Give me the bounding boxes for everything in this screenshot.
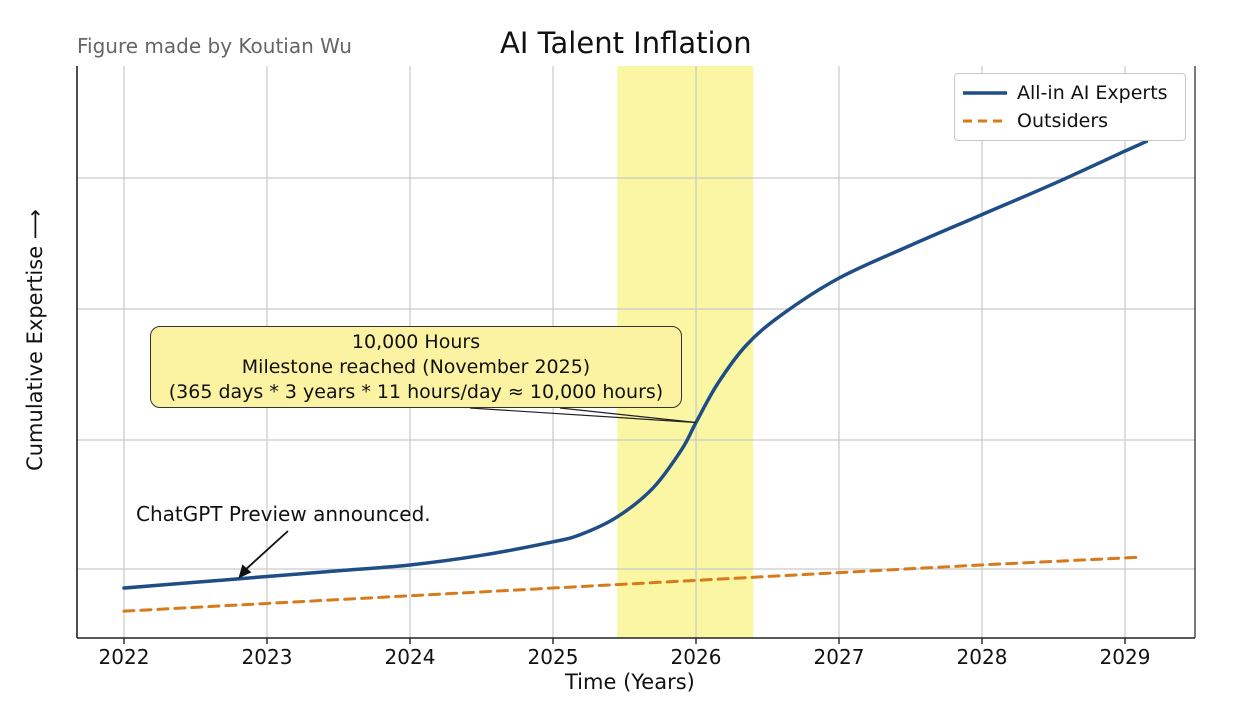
legend-swatch-dashed — [963, 119, 1007, 123]
chart-title: AI Talent Inflation — [500, 26, 752, 60]
legend-entry-experts: All-in AI Experts — [963, 80, 1168, 106]
milestone-annotation: 10,000 Hours Milestone reached (November… — [150, 326, 682, 408]
series-line-outsiders — [122, 555, 1141, 613]
series-line-experts — [122, 139, 1149, 590]
legend-swatch-solid — [963, 91, 1007, 95]
chatgpt-annotation: ChatGPT Preview announced. — [136, 502, 431, 526]
legend-entry-outsiders: Outsiders — [963, 108, 1108, 134]
figure-credit: Figure made by Koutian Wu — [77, 34, 352, 58]
y-axis-label: Cumulative Expertise ⟶ — [23, 209, 47, 471]
milestone-pointer-line — [469, 407, 697, 424]
x-tick-label: 2023 — [242, 645, 293, 669]
x-tick-label: 2026 — [671, 645, 722, 669]
x-tick-label: 2029 — [1100, 645, 1151, 669]
legend-label-experts: All-in AI Experts — [1017, 82, 1168, 104]
x-axis-label: Time (Years) — [565, 670, 695, 694]
chatgpt-arrow-shaft — [241, 530, 289, 574]
milestone-pointer-line — [559, 407, 697, 424]
milestone-line-3: (365 days * 3 years * 11 hours/day ≈ 10,… — [168, 381, 664, 403]
milestone-line-1: 10,000 Hours — [351, 331, 481, 353]
legend-label-outsiders: Outsiders — [1017, 110, 1109, 132]
milestone-line-2: Milestone reached (November 2025) — [241, 356, 591, 378]
x-tick-label: 2025 — [528, 645, 579, 669]
x-tick-label: 2022 — [99, 645, 150, 669]
chart-legend: All-in AI Experts Outsiders — [954, 73, 1186, 141]
x-tick-label: 2028 — [957, 645, 1008, 669]
x-tick-label: 2027 — [814, 645, 865, 669]
chatgpt-arrow-head — [238, 564, 252, 579]
x-tick-label: 2024 — [385, 645, 436, 669]
